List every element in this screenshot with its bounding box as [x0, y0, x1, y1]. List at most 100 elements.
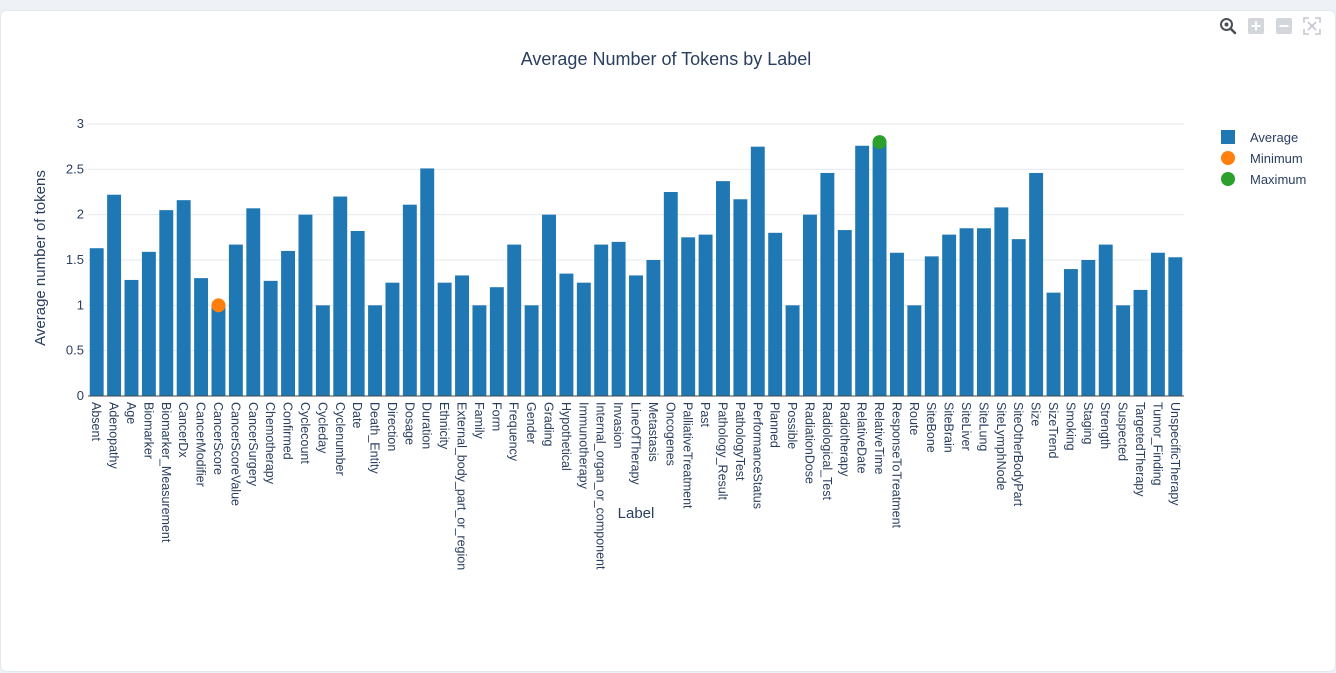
bar[interactable]: [646, 260, 661, 396]
bar[interactable]: [350, 230, 365, 396]
y-tick-labels: 0 0.5 1 1.5 2 2.5 3: [66, 116, 84, 403]
bar[interactable]: [402, 204, 417, 396]
x-tick-label: CancerDx: [176, 402, 190, 458]
bar[interactable]: [385, 282, 400, 396]
y-tick-label: 1.5: [66, 252, 84, 267]
bar[interactable]: [976, 228, 991, 396]
bar[interactable]: [159, 210, 174, 396]
zoom-in-icon[interactable]: [1247, 17, 1265, 35]
x-tick-label: Dosage: [402, 402, 416, 445]
bar[interactable]: [315, 305, 330, 396]
bar[interactable]: [924, 256, 939, 396]
x-tick-label: Size: [1029, 402, 1043, 426]
bar[interactable]: [437, 282, 452, 396]
x-tick-label: Planned: [768, 402, 782, 448]
bar[interactable]: [507, 244, 522, 396]
bar[interactable]: [1063, 269, 1078, 396]
legend-swatch-maximum: [1221, 172, 1235, 186]
bar[interactable]: [576, 282, 591, 396]
autoscale-icon[interactable]: [1303, 17, 1321, 35]
bar[interactable]: [785, 305, 800, 396]
bar[interactable]: [716, 181, 730, 396]
x-tick-label: Metastasis: [646, 402, 660, 462]
x-tick-label: Biomarker: [141, 402, 155, 459]
bar[interactable]: [837, 230, 852, 396]
bar[interactable]: [472, 305, 487, 396]
x-tick-label: Pathology_Result: [715, 402, 729, 501]
bar[interactable]: [1029, 172, 1044, 396]
x-tick-label: SiteLung: [976, 402, 990, 451]
zoom-out-icon[interactable]: [1275, 17, 1293, 35]
bar[interactable]: [820, 172, 835, 396]
bar[interactable]: [855, 145, 870, 396]
bar[interactable]: [1168, 257, 1183, 396]
bar[interactable]: [333, 196, 348, 396]
markers-group: [211, 135, 887, 313]
bar[interactable]: [1150, 252, 1165, 396]
bar[interactable]: [663, 192, 678, 396]
bar[interactable]: [872, 142, 887, 396]
bar[interactable]: [698, 234, 713, 396]
bar[interactable]: [420, 168, 435, 396]
bar[interactable]: [1081, 260, 1096, 396]
bar[interactable]: [559, 273, 574, 396]
x-tick-label: Possible: [785, 402, 799, 449]
zoom-icon[interactable]: [1219, 17, 1237, 35]
bar[interactable]: [141, 251, 156, 396]
bar[interactable]: [594, 244, 609, 396]
bar[interactable]: [733, 199, 748, 396]
legend-item-average[interactable]: Average: [1221, 130, 1298, 145]
bar[interactable]: [124, 279, 139, 396]
bar[interactable]: [524, 305, 539, 396]
bar[interactable]: [176, 200, 191, 396]
bar[interactable]: [455, 275, 469, 396]
bar[interactable]: [246, 208, 261, 396]
bar[interactable]: [1011, 239, 1026, 396]
minimum-marker[interactable]: [211, 298, 226, 313]
bar[interactable]: [750, 146, 765, 396]
y-tick-label: 2.5: [66, 161, 84, 176]
bar[interactable]: [298, 214, 313, 396]
bar[interactable]: [1046, 292, 1061, 396]
bar[interactable]: [994, 207, 1009, 396]
bar[interactable]: [768, 232, 783, 396]
legend-item-minimum[interactable]: Minimum: [1221, 151, 1303, 166]
x-tick-label: SiteLymphNode: [994, 402, 1008, 491]
x-tick-label: Frequency: [507, 402, 521, 462]
legend-item-maximum[interactable]: Maximum: [1221, 172, 1306, 187]
bar[interactable]: [542, 214, 556, 396]
x-tick-label: SiteBrain: [942, 402, 956, 453]
legend-label-maximum: Maximum: [1250, 172, 1306, 187]
maximum-marker[interactable]: [872, 135, 887, 150]
bar[interactable]: [263, 280, 278, 396]
bar[interactable]: [681, 237, 696, 396]
bar[interactable]: [89, 248, 104, 396]
bar[interactable]: [228, 244, 243, 396]
bar[interactable]: [107, 194, 122, 396]
x-tick-label: Adenopathy: [107, 402, 121, 469]
x-tick-label: Biomarker_Measurement: [159, 402, 173, 543]
bar[interactable]: [281, 250, 296, 396]
bar[interactable]: [611, 241, 626, 396]
bar[interactable]: [1116, 305, 1131, 396]
bar[interactable]: [368, 305, 383, 396]
x-tick-label: Oncogenes: [663, 402, 677, 466]
x-tick-label: Suspected: [1116, 402, 1130, 461]
x-tick-label: CancerSurgery: [246, 402, 260, 487]
bar[interactable]: [942, 234, 957, 396]
bar[interactable]: [803, 214, 817, 396]
bar[interactable]: [629, 275, 643, 396]
bar[interactable]: [889, 252, 904, 396]
legend: Average Minimum Maximum: [1221, 130, 1306, 187]
bar[interactable]: [194, 278, 209, 396]
bar[interactable]: [489, 287, 504, 396]
bar[interactable]: [1133, 289, 1148, 396]
x-tick-label: UnspecificTherapy: [1168, 402, 1182, 506]
bar[interactable]: [1098, 244, 1113, 396]
legend-label-minimum: Minimum: [1250, 151, 1303, 166]
bar[interactable]: [959, 228, 974, 396]
bar[interactable]: [211, 305, 226, 396]
x-tick-label: Past: [698, 402, 712, 428]
bar[interactable]: [907, 305, 922, 396]
